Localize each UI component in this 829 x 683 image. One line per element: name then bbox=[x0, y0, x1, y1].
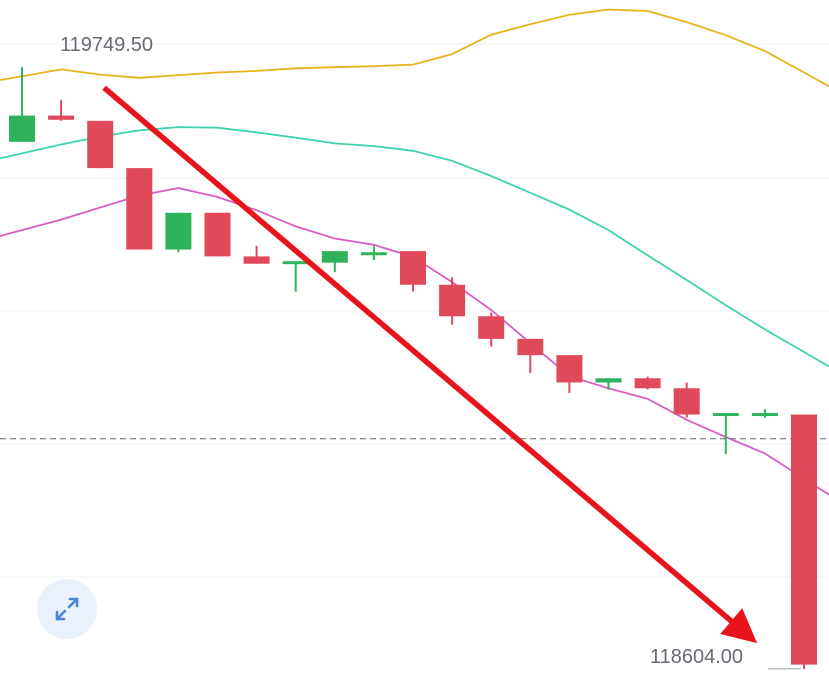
candle-body bbox=[595, 378, 622, 383]
bullish-candle bbox=[712, 413, 739, 454]
candle-body bbox=[439, 284, 466, 317]
candle-body bbox=[478, 316, 505, 339]
bearish-candle bbox=[517, 338, 544, 374]
candle-body bbox=[165, 212, 192, 250]
bearish-candle bbox=[673, 382, 700, 418]
candle-body bbox=[9, 115, 35, 142]
candle-body bbox=[556, 355, 583, 383]
arrow-head bbox=[720, 608, 758, 644]
bullish-candle bbox=[595, 378, 622, 390]
candle-body bbox=[360, 252, 387, 256]
bearish-candle bbox=[556, 355, 583, 393]
arrow-shaft bbox=[102, 85, 737, 626]
bullish-candle bbox=[321, 251, 348, 273]
bearish-candle bbox=[634, 376, 661, 390]
bearish-candle bbox=[48, 99, 75, 121]
bearish-candle bbox=[204, 212, 231, 257]
chart-gridlines bbox=[0, 43, 829, 578]
candle-body bbox=[400, 251, 426, 285]
bullish-candle bbox=[282, 261, 309, 292]
upper-band-line bbox=[0, 8, 829, 88]
bearish-candle bbox=[400, 251, 426, 292]
candle-body bbox=[204, 212, 231, 257]
bullish-candle bbox=[9, 67, 35, 142]
bullish-candle bbox=[360, 245, 387, 261]
candle-body bbox=[126, 168, 153, 250]
downtrend-arrow bbox=[102, 85, 758, 644]
candle-body bbox=[791, 414, 817, 665]
candle-body bbox=[243, 256, 270, 264]
high-price-label: 119749.50 bbox=[60, 34, 154, 56]
bearish-candle bbox=[478, 312, 505, 347]
candlesticks bbox=[9, 67, 817, 669]
bearish-candle bbox=[87, 120, 114, 169]
bullish-candle bbox=[751, 409, 778, 418]
candle-body bbox=[712, 413, 739, 417]
bullish-candle bbox=[165, 212, 192, 253]
candle-body bbox=[282, 261, 309, 265]
candle-body bbox=[673, 388, 700, 415]
candle-body bbox=[321, 251, 348, 263]
bearish-candle bbox=[791, 414, 817, 669]
low-price-label: 118604.00 bbox=[650, 646, 744, 668]
candle-body bbox=[517, 338, 544, 356]
bearish-candle bbox=[126, 168, 153, 250]
candle-body bbox=[48, 115, 75, 120]
candle-body bbox=[751, 413, 778, 417]
expand-arrows-icon bbox=[55, 597, 79, 621]
bearish-candle bbox=[243, 245, 270, 264]
expand-chart-button[interactable] bbox=[37, 579, 97, 639]
bearish-candle bbox=[439, 277, 466, 325]
lower-band-line bbox=[0, 187, 829, 496]
middle-band-line bbox=[0, 126, 829, 368]
candle-body bbox=[87, 120, 114, 169]
candle-body bbox=[634, 378, 661, 389]
